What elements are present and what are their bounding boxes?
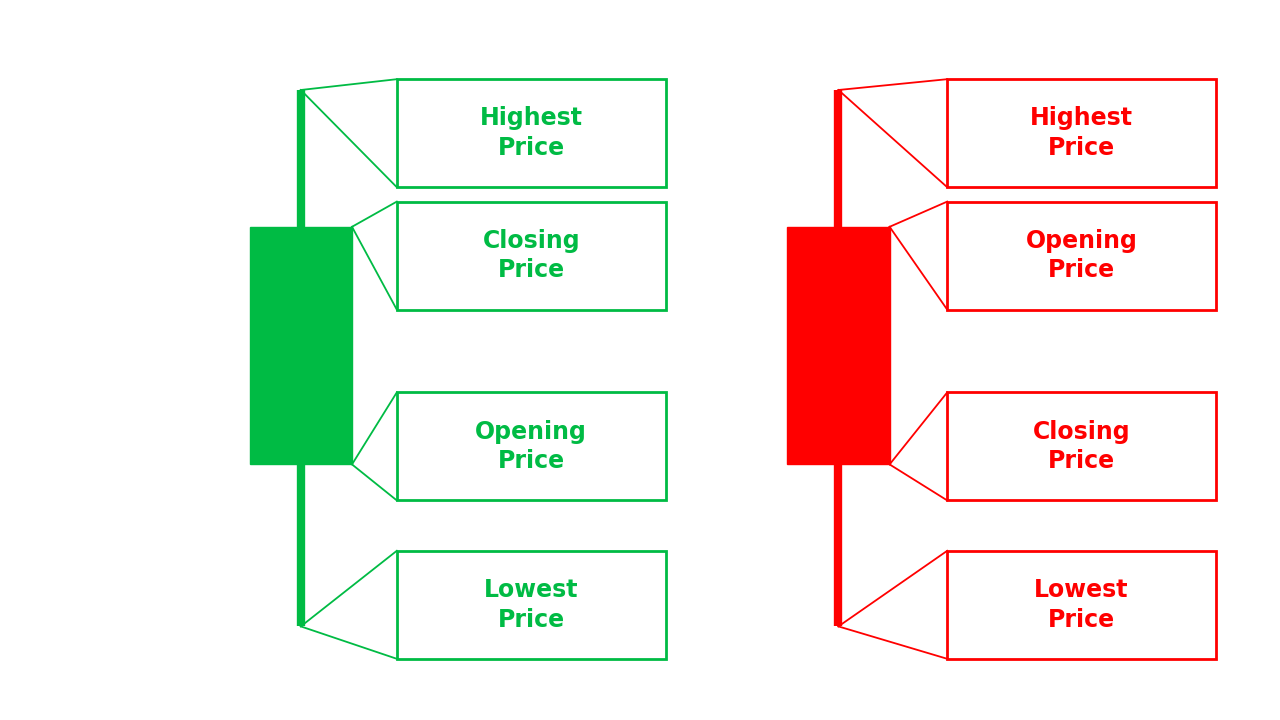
Bar bbox=[397, 551, 666, 659]
Bar bbox=[397, 79, 666, 187]
Bar bbox=[397, 392, 666, 500]
Text: Highest
Price: Highest Price bbox=[480, 107, 582, 160]
Text: Highest
Price: Highest Price bbox=[1030, 107, 1133, 160]
Bar bbox=[787, 227, 890, 464]
Text: Closing
Price: Closing Price bbox=[483, 229, 580, 282]
Bar bbox=[397, 202, 666, 310]
Text: Lowest
Price: Lowest Price bbox=[1034, 578, 1129, 631]
Text: Closing
Price: Closing Price bbox=[1033, 420, 1130, 473]
Bar bbox=[250, 227, 352, 464]
Bar bbox=[947, 202, 1216, 310]
Text: Lowest
Price: Lowest Price bbox=[484, 578, 579, 631]
Bar bbox=[947, 79, 1216, 187]
Text: Opening
Price: Opening Price bbox=[475, 420, 588, 473]
Text: Opening
Price: Opening Price bbox=[1025, 229, 1138, 282]
Bar bbox=[947, 551, 1216, 659]
Bar bbox=[947, 392, 1216, 500]
